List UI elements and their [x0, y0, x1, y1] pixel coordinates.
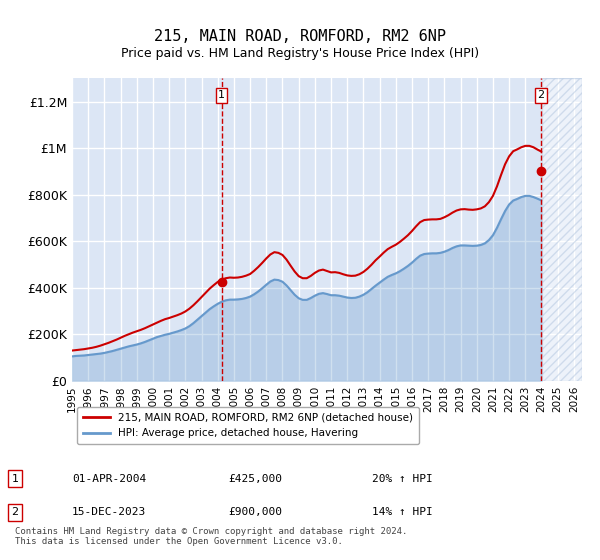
Text: 215, MAIN ROAD, ROMFORD, RM2 6NP: 215, MAIN ROAD, ROMFORD, RM2 6NP — [154, 29, 446, 44]
Legend: 215, MAIN ROAD, ROMFORD, RM2 6NP (detached house), HPI: Average price, detached : 215, MAIN ROAD, ROMFORD, RM2 6NP (detach… — [77, 407, 419, 445]
Text: 14% ↑ HPI: 14% ↑ HPI — [372, 507, 433, 517]
Text: 1: 1 — [11, 474, 19, 484]
Text: 1: 1 — [218, 91, 225, 100]
Text: 2: 2 — [538, 91, 544, 100]
Text: Price paid vs. HM Land Registry's House Price Index (HPI): Price paid vs. HM Land Registry's House … — [121, 46, 479, 60]
Text: 15-DEC-2023: 15-DEC-2023 — [72, 507, 146, 517]
Text: 2: 2 — [11, 507, 19, 517]
Text: £900,000: £900,000 — [228, 507, 282, 517]
Text: 20% ↑ HPI: 20% ↑ HPI — [372, 474, 433, 484]
Text: £425,000: £425,000 — [228, 474, 282, 484]
Text: 01-APR-2004: 01-APR-2004 — [72, 474, 146, 484]
Text: Contains HM Land Registry data © Crown copyright and database right 2024.
This d: Contains HM Land Registry data © Crown c… — [15, 526, 407, 546]
